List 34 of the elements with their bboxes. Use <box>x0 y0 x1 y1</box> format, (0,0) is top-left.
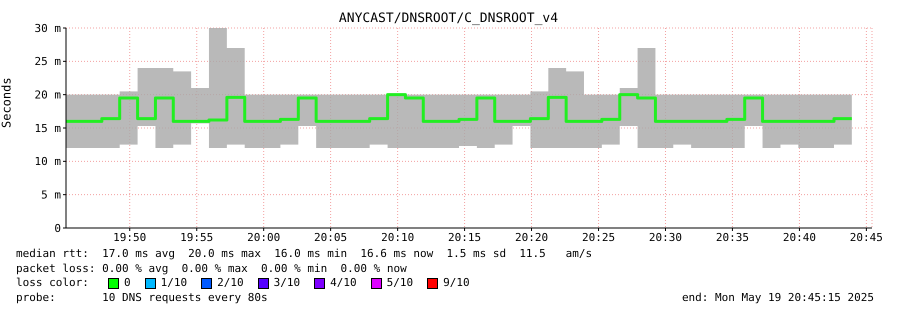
text: 1/10 <box>160 276 188 290</box>
text: 4/10 <box>330 276 357 290</box>
y-tick-label: 5 m <box>41 188 62 202</box>
text: loss color: <box>16 276 90 290</box>
text: 9/10 <box>443 276 470 290</box>
y-tick-label: 25 m <box>34 55 62 68</box>
x-tick-label: 20:30 <box>648 230 682 244</box>
text: probe: 10 DNS requests every 80s <box>16 290 268 305</box>
x-tick-label: 20:10 <box>381 230 414 244</box>
y-axis-title: Seconds <box>0 77 14 128</box>
y-tick-label: 0 <box>54 222 61 235</box>
x-tick-label: 19:50 <box>113 230 146 244</box>
text: 3/10 <box>274 276 300 290</box>
chart-title: ANYCAST/DNSROOT/C_DNSROOT_v4 <box>338 11 558 26</box>
text: median rtt: 17.0 ms avg 20.0 ms max 16.0 ms min 16.6 ms now 1.5 ms sd 11.5 am/s <box>16 247 594 262</box>
x-tick-label: 20:05 <box>314 230 348 244</box>
x-tick-label: 20:15 <box>448 230 482 244</box>
text: 5/10 <box>386 276 414 290</box>
y-tick-label: 30 m <box>34 22 62 35</box>
x-tick-label: 20:00 <box>247 230 280 244</box>
x-tick-label: 20:35 <box>716 230 749 244</box>
x-tick-label: 20:45 <box>850 230 883 244</box>
x-tick-label: 19:55 <box>180 230 214 244</box>
x-tick-label: 20:40 <box>782 230 816 244</box>
text: 0 <box>124 276 131 290</box>
y-tick-label: 15 m <box>34 122 62 135</box>
x-tick-label: 20:20 <box>514 230 548 244</box>
text: 2/10 <box>217 276 244 290</box>
text: packet loss: 0.00 % avg 0.00 % max 0.00 % min 0.00 % now <box>16 262 408 276</box>
y-tick-label: 10 m <box>34 155 62 168</box>
y-tick-label: 20 m <box>34 88 62 102</box>
text: end: Mon May 19 20:45:15 2025 <box>682 290 874 305</box>
line-series <box>66 93 854 123</box>
x-tick-label: 20:25 <box>582 230 616 244</box>
